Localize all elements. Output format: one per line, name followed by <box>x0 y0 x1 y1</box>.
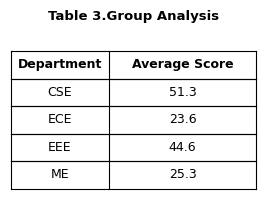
Text: ME: ME <box>50 169 69 181</box>
Text: 23.6: 23.6 <box>169 113 197 126</box>
Text: 44.6: 44.6 <box>169 141 197 154</box>
Text: CSE: CSE <box>48 86 72 99</box>
Text: 25.3: 25.3 <box>169 169 197 181</box>
Text: Department: Department <box>18 58 102 71</box>
Text: Average Score: Average Score <box>132 58 233 71</box>
Text: Table 3.Group Analysis: Table 3.Group Analysis <box>48 10 219 23</box>
Text: ECE: ECE <box>48 113 72 126</box>
Text: 51.3: 51.3 <box>169 86 197 99</box>
Text: EEE: EEE <box>48 141 72 154</box>
